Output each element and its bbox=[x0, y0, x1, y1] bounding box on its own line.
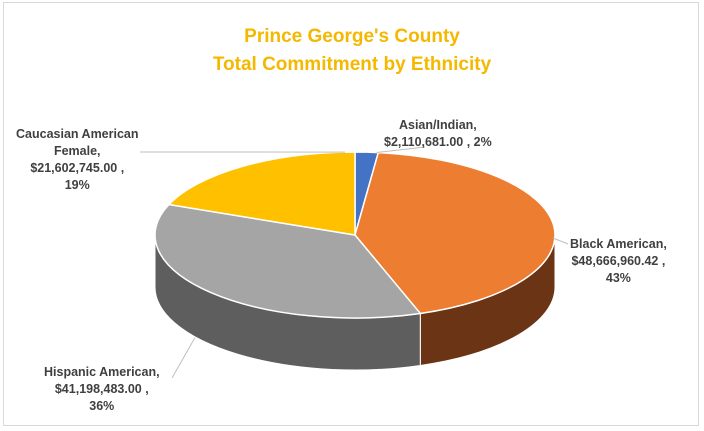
pie-slice-black-american bbox=[354, 151, 556, 315]
label-hispanic-american: Hispanic American, $41,198,483.00 , 36% bbox=[44, 364, 160, 415]
label-caucasian-pct: 19% bbox=[64, 178, 90, 192]
label-black-american-value: $48,666,960.42 , bbox=[571, 254, 666, 268]
label-caucasian-value: $21,602,745.00 , bbox=[30, 161, 125, 175]
chart-title: Prince George's County bbox=[244, 26, 460, 47]
leader-line-asian-indian bbox=[376, 146, 426, 153]
label-asian-indian-name: Asian/Indian, bbox=[398, 118, 477, 132]
leader-lines bbox=[139, 146, 569, 379]
label-black-american-name: Black American, bbox=[570, 237, 667, 251]
label-black-american-pct: 43% bbox=[605, 271, 631, 285]
leader-line-black-american bbox=[552, 237, 569, 245]
label-black-american: Black American, $48,666,960.42 , 43% bbox=[570, 236, 667, 287]
label-hispanic-american-name: Hispanic American, bbox=[44, 365, 160, 379]
label-hispanic-american-value: $41,198,483.00 , bbox=[54, 382, 149, 396]
label-caucasian-name-2: Female, bbox=[53, 144, 101, 158]
pie-slice-hispanic-american bbox=[154, 203, 422, 319]
label-hispanic-american-pct: 36% bbox=[89, 399, 115, 413]
label-asian-indian: Asian/Indian, $2,110,681.00 , 2% bbox=[384, 117, 492, 151]
label-caucasian-american-female: Caucasian American Female, $21,602,745.0… bbox=[16, 126, 139, 194]
label-caucasian-name-1: Caucasian American bbox=[16, 127, 139, 141]
leader-line-hispanic-american bbox=[171, 337, 196, 379]
label-asian-indian-value: $2,110,681.00 , 2% bbox=[384, 135, 492, 149]
pie-top bbox=[154, 151, 556, 319]
pie-slice-caucasian-american-female bbox=[168, 151, 356, 236]
chart-subtitle: Total Commitment by Ethnicity bbox=[212, 54, 492, 75]
